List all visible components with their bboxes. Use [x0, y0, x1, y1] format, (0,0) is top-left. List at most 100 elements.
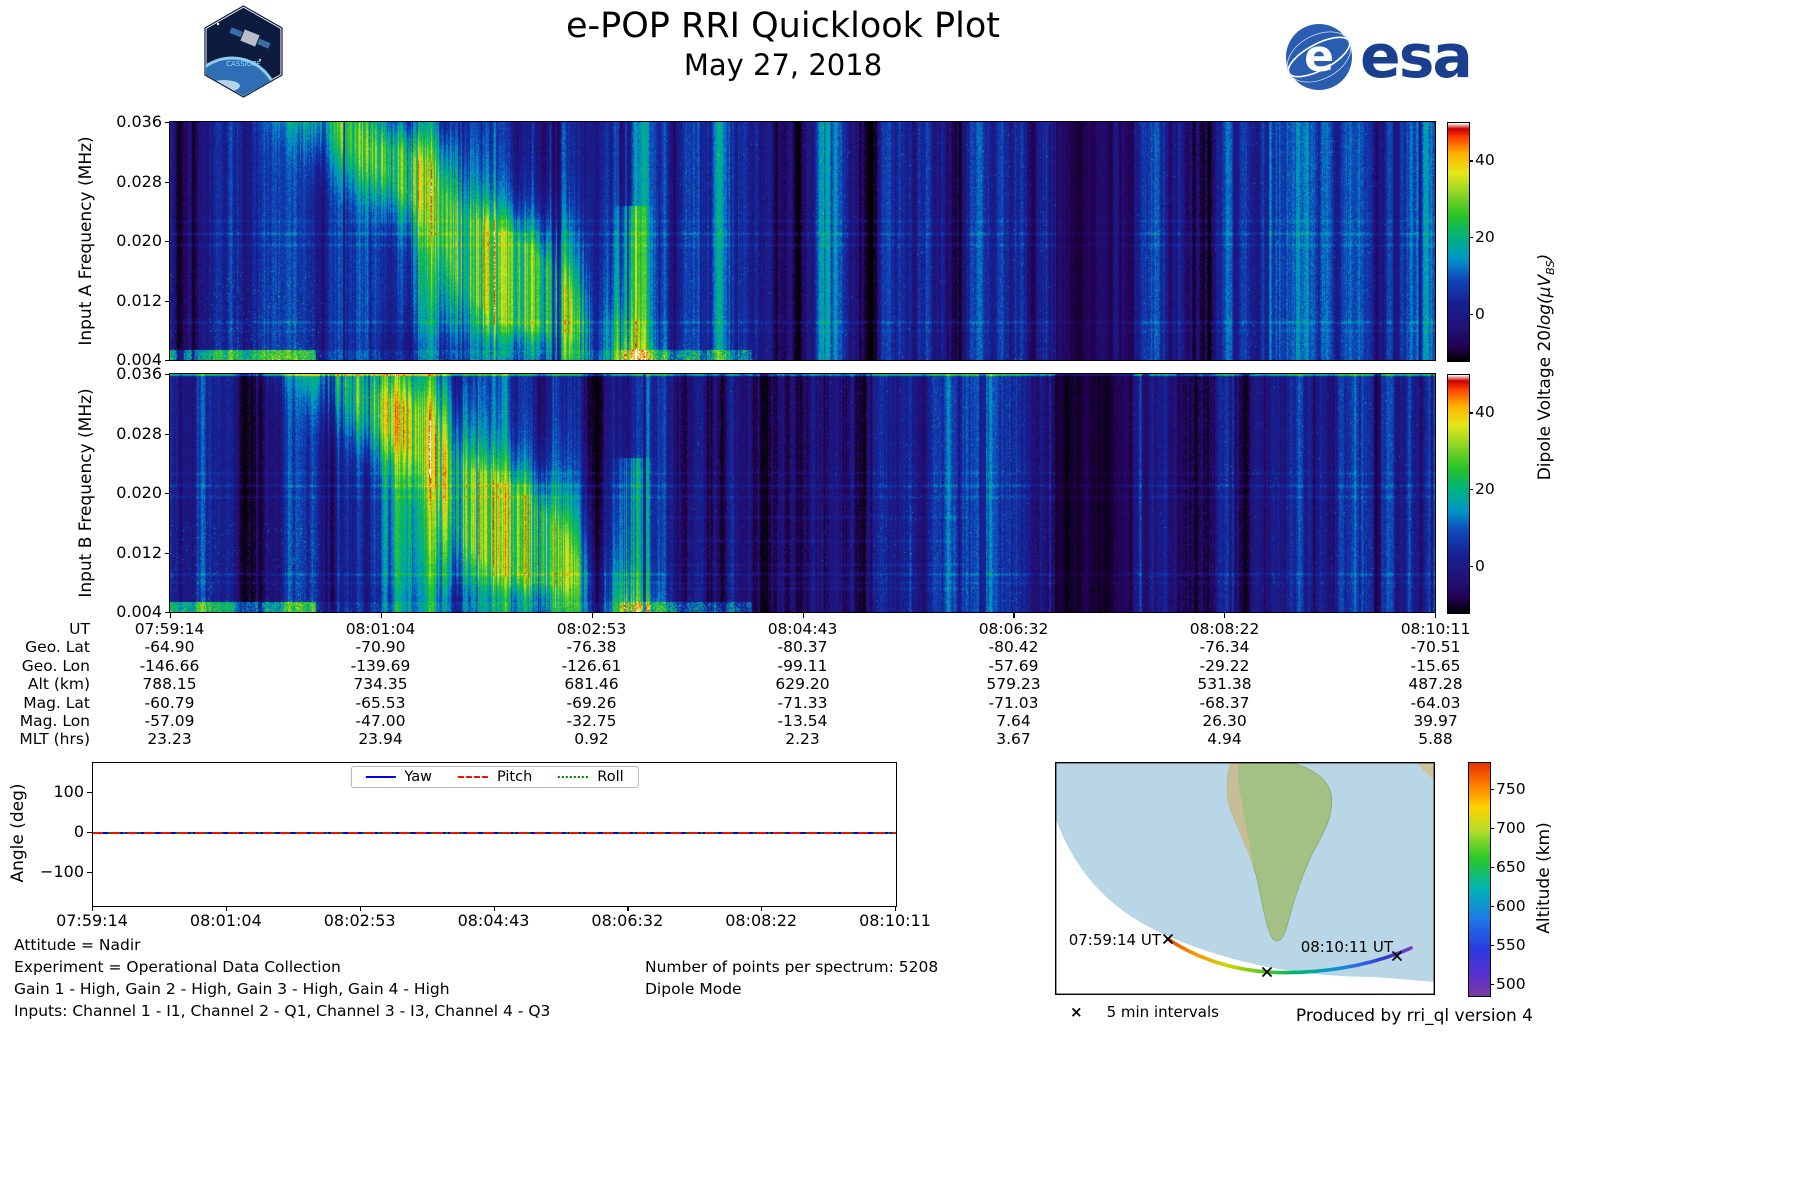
ephemeris-cell: -57.69: [988, 656, 1039, 675]
cassiope-mission-patch-icon: CASSIOPE: [203, 4, 284, 99]
angle-xtick-label: 08:10:11: [859, 911, 931, 930]
altitude-tick-mark: [1490, 827, 1494, 829]
angle-xtick-label: 07:59:14: [56, 911, 128, 930]
ephemeris-cell: -76.34: [1199, 638, 1250, 657]
ephemeris-row: UT 07:59:14 08:01:04 08:02:53 08:04:43 08:06:…: [0, 620, 1560, 638]
ephemeris-row-label: Mag. Lat: [23, 693, 90, 712]
angle-ytick-mark: [87, 872, 92, 874]
esa-disc-letter: e: [1304, 31, 1334, 82]
legend-label: Pitch: [496, 769, 533, 785]
ephemeris-cell: -29.22: [1199, 656, 1250, 675]
spec-xtick-mark: [802, 613, 804, 618]
ephemeris-row-label: MLT (hrs): [19, 730, 90, 749]
ephemeris-cell: -13.54: [777, 711, 828, 730]
ephemeris-row: Geo. Lon -146.66 -139.69 -126.61 -99.11 -57.6…: [0, 657, 1560, 675]
spec-xtick-mark: [1224, 613, 1226, 618]
spec-ytick-mark: [165, 181, 170, 183]
angle-plot: Yaw Pitch Roll: [92, 762, 897, 907]
altitude-tick-mark: [1490, 905, 1494, 908]
spec-ytick-label: 0.004: [116, 602, 162, 621]
pitch-line: [93, 832, 896, 835]
ephemeris-cell: 7.64: [996, 711, 1031, 730]
ephemeris-row-values: 788.15 734.35 681.46 629.20 579.23 531.38 487.…: [64, 675, 1541, 693]
attitude-note: Attitude = Nadir: [14, 936, 141, 954]
ephemeris-cell: -126.61: [561, 656, 622, 675]
angle-xtick-mark: [627, 906, 629, 911]
ephemeris-row-values: -146.66 -139.69 -126.61 -99.11 -57.69 -29.22 -…: [64, 657, 1541, 675]
spec-ytick-mark: [165, 433, 170, 435]
angle-xtick-label: 08:08:22: [725, 911, 798, 930]
dipole-colorbar-tick-label: 0: [1475, 556, 1485, 575]
angle-xtick-mark: [92, 906, 94, 911]
angle-xtick-mark: [761, 906, 763, 911]
dipole-colorbar-tick-mark: [1469, 237, 1473, 239]
spec-ytick-label: 0.012: [116, 290, 162, 310]
dipole-colorbar-tick-mark: [1469, 160, 1473, 162]
spec-ytick-label: 0.020: [116, 231, 162, 250]
ephemeris-cell: 788.15: [142, 675, 197, 694]
ephemeris-cell: -57.09: [144, 711, 195, 730]
angle-xtick-mark: [225, 906, 228, 911]
spec-ytick-mark: [165, 493, 170, 495]
ephemeris-cell: 2.23: [785, 730, 820, 749]
ephemeris-cell: 734.35: [353, 675, 408, 694]
ephemeris-cell: 531.38: [1197, 675, 1252, 694]
ephemeris-row-label: Mag. Lon: [19, 711, 90, 730]
ephemeris-row-label: UT: [69, 620, 90, 638]
ephemeris-cell: 08:02:53: [556, 620, 627, 638]
ephemeris-cell: -70.90: [355, 638, 406, 657]
title-block: e-POP RRI Quicklook Plot May 27, 2018: [566, 6, 1000, 82]
angle-legend: Yaw Pitch Roll: [350, 766, 639, 788]
altitude-colorbar-label: Altitude (km): [1534, 822, 1554, 934]
ephemeris-cell: 4.94: [1207, 730, 1242, 749]
ephemeris-row-values: -64.90 -70.90 -76.38 -80.37 -80.42 -76.34 -70.…: [64, 638, 1541, 656]
ephemeris-cell: -64.03: [1410, 693, 1461, 712]
spec-xtick-mark: [1013, 613, 1015, 618]
ephemeris-row: Geo. Lat -64.90 -70.90 -76.38 -80.37 -80.42 -7…: [0, 638, 1560, 656]
ephemeris-cell: -70.51: [1410, 638, 1461, 657]
ephemeris-row-label: Geo. Lon: [21, 656, 90, 675]
spec-ytick-label: 0.036: [116, 364, 162, 383]
spec-ytick-label: 0.036: [116, 112, 162, 131]
ephemeris-cell: -69.26: [566, 693, 617, 712]
spec-xtick-mark: [170, 613, 172, 618]
angle-ytick-mark: [87, 832, 92, 834]
ephemeris-cell: 23.94: [358, 730, 403, 749]
spec-ytick-label: 0.020: [116, 483, 162, 502]
ephemeris-cell: 0.92: [574, 730, 609, 749]
spec-xtick-mark: [380, 613, 383, 618]
page-title: e-POP RRI Quicklook Plot: [565, 6, 1001, 46]
interval-legend-text: 5 min intervals: [1106, 1003, 1219, 1021]
experiment-note: Experiment = Operational Data Collection: [14, 958, 341, 976]
ephemeris-row-label: Geo. Lat: [25, 638, 90, 657]
spectrogram-a-canvas: [169, 121, 1436, 361]
produced-by: Produced by rri_ql version 4: [1295, 1006, 1533, 1026]
ephemeris-table: UT 07:59:14 08:01:04 08:02:53 08:04:43 08:06:…: [0, 620, 1560, 749]
spec-ytick-label: 0.028: [116, 423, 162, 443]
esa-wordmark: esa: [1360, 22, 1473, 92]
patch-star: [216, 22, 220, 26]
ephemeris-cell: 23.23: [147, 730, 192, 749]
altitude-tick-label: 700: [1496, 818, 1526, 837]
altitude-tick-label: 550: [1496, 935, 1526, 954]
ephemeris-cell: -71.03: [988, 693, 1039, 712]
dipole-colorbar-tick-label: 0: [1475, 304, 1485, 323]
spec-ytick-label: 0.028: [116, 171, 162, 191]
angle-xtick-mark: [359, 906, 361, 911]
esa-logo: e esa: [1282, 20, 1473, 94]
dipole-colorbar-tick-mark: [1469, 565, 1473, 568]
ephemeris-cell: 08:06:32: [978, 620, 1049, 638]
points-per-spectrum-note: Number of points per spectrum: 5208: [645, 958, 939, 976]
ephemeris-cell: -139.69: [350, 656, 411, 675]
altitude-tick-mark: [1490, 788, 1494, 790]
dipole-colorbar-tick-label: 40: [1475, 151, 1495, 170]
spec-ytick-mark: [165, 300, 170, 302]
ephemeris-cell: -68.37: [1199, 693, 1250, 712]
ephemeris-cell: -15.65: [1410, 656, 1461, 675]
spec-ytick-label: 0.012: [116, 542, 162, 562]
ground-track-map: 07:59:14 UT 08:10:11 UT: [1055, 762, 1435, 995]
ephemeris-cell: -99.11: [777, 656, 828, 675]
ephemeris-cell: 3.67: [996, 730, 1031, 749]
spec-ytick-mark: [165, 122, 170, 124]
ephemeris-row-label: Alt (km): [27, 675, 90, 694]
